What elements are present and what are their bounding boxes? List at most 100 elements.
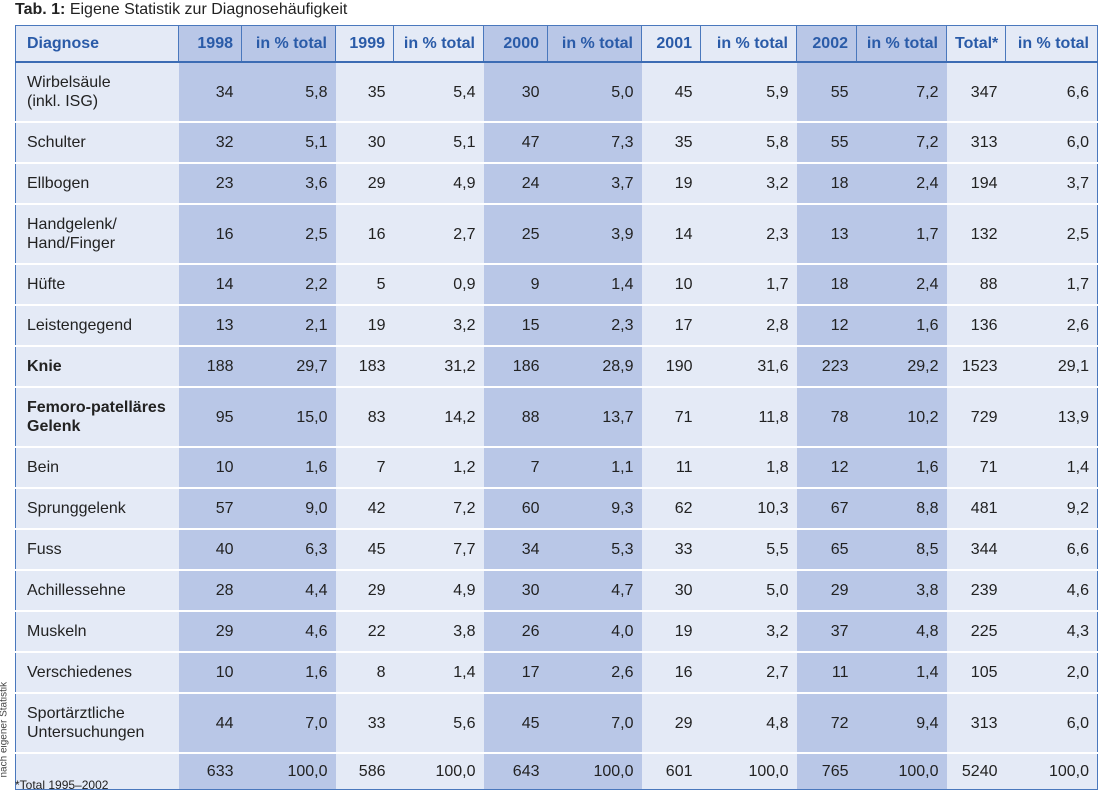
cell: 65 (796, 529, 857, 570)
row-label: Verschiedenes (15, 652, 179, 693)
cell: 45 (641, 62, 701, 122)
cell: 32 (178, 122, 242, 163)
cell: 347 (946, 62, 1006, 122)
cell: 15 (483, 305, 548, 346)
cell: 7,7 (393, 529, 484, 570)
cell: 5,0 (547, 62, 642, 122)
row-label: Achillessehne (15, 570, 179, 611)
cell: 7,2 (393, 488, 484, 529)
cell: 100,0 (393, 753, 484, 790)
cell: 2,3 (700, 204, 797, 264)
header-cell: in % total (393, 25, 484, 63)
cell: 13 (796, 204, 857, 264)
row-label: Wirbelsäule (inkl. ISG) (15, 62, 179, 122)
cell: 8,8 (856, 488, 947, 529)
cell: 24 (483, 163, 548, 204)
cell: 1,6 (856, 305, 947, 346)
table-row: Bein 10 1,6 7 1,2 7 1,1 11 1,8 12 1,6 71 1,4 (15, 447, 1098, 488)
cell: 18 (796, 264, 857, 305)
cell: 5,1 (393, 122, 484, 163)
cell: 2,6 (1005, 305, 1098, 346)
cell: 190 (641, 346, 701, 387)
cell: 2,4 (856, 163, 947, 204)
caption: Tab. 1: Eigene Statistik zur Diagnosehäu… (15, 0, 347, 20)
cell: 586 (335, 753, 394, 790)
cell: 105 (946, 652, 1006, 693)
cell: 7,0 (547, 693, 642, 753)
cell: 5,0 (700, 570, 797, 611)
cell: 100,0 (856, 753, 947, 790)
cell: 313 (946, 693, 1006, 753)
cell: 1523 (946, 346, 1006, 387)
cell: 5,3 (547, 529, 642, 570)
cell: 3,8 (393, 611, 484, 652)
cell: 2,2 (241, 264, 336, 305)
cell: 188 (178, 346, 242, 387)
row-label: Leistengegend (15, 305, 179, 346)
cell: 34 (483, 529, 548, 570)
cell: 183 (335, 346, 394, 387)
cell: 186 (483, 346, 548, 387)
cell: 3,9 (547, 204, 642, 264)
row-label: Knie (15, 346, 179, 387)
row-label: Schulter (15, 122, 179, 163)
cell: 4,6 (1005, 570, 1098, 611)
cell: 19 (641, 611, 701, 652)
cell: 14 (178, 264, 242, 305)
cell: 25 (483, 204, 548, 264)
cell: 2,0 (1005, 652, 1098, 693)
cell: 23 (178, 163, 242, 204)
cell: 0,9 (393, 264, 484, 305)
cell: 7 (335, 447, 394, 488)
cell: 29,1 (1005, 346, 1098, 387)
cell: 28 (178, 570, 242, 611)
cell: 1,4 (547, 264, 642, 305)
cell: 29 (178, 611, 242, 652)
cell: 4,9 (393, 163, 484, 204)
cell: 47 (483, 122, 548, 163)
cell: 3,6 (241, 163, 336, 204)
cell: 2,1 (241, 305, 336, 346)
cell: 10 (641, 264, 701, 305)
cell: 132 (946, 204, 1006, 264)
row-label: Femoro-patelläres Gelenk (15, 387, 179, 447)
cell: 1,1 (547, 447, 642, 488)
source-note: nach eigener Statistik (0, 681, 10, 778)
cell: 18 (796, 163, 857, 204)
cell: 2,3 (547, 305, 642, 346)
cell: 4,7 (547, 570, 642, 611)
cell: 3,2 (700, 611, 797, 652)
cell: 33 (335, 693, 394, 753)
cell: 26 (483, 611, 548, 652)
row-label: Fuss (15, 529, 179, 570)
header-cell: 2000 (483, 25, 548, 63)
cell: 2,5 (241, 204, 336, 264)
cell: 11 (796, 652, 857, 693)
cell: 633 (178, 753, 242, 790)
row-label: Hüfte (15, 264, 179, 305)
cell: 31,2 (393, 346, 484, 387)
cell: 3,7 (1005, 163, 1098, 204)
header-cell: in % total (1005, 25, 1098, 63)
header-cell: in % total (700, 25, 797, 63)
cell: 29 (641, 693, 701, 753)
row-label: Ellbogen (15, 163, 179, 204)
cell: 1,7 (700, 264, 797, 305)
cell: 3,2 (393, 305, 484, 346)
cell: 3,8 (856, 570, 947, 611)
cell: 29,7 (241, 346, 336, 387)
cell: 17 (483, 652, 548, 693)
cell: 42 (335, 488, 394, 529)
table-row: Hüfte 14 2,2 5 0,9 9 1,4 10 1,7 18 2,4 88 1,7 (15, 264, 1098, 305)
cell: 223 (796, 346, 857, 387)
table-row: Sportärztliche Untersuchungen 44 7,0 33 5,6 4… (15, 693, 1098, 753)
cell: 1,7 (856, 204, 947, 264)
cell: 9,2 (1005, 488, 1098, 529)
cell: 2,4 (856, 264, 947, 305)
cell: 34 (178, 62, 242, 122)
cell: 37 (796, 611, 857, 652)
cell: 95 (178, 387, 242, 447)
cell: 5,6 (393, 693, 484, 753)
cell: 239 (946, 570, 1006, 611)
cell: 71 (641, 387, 701, 447)
